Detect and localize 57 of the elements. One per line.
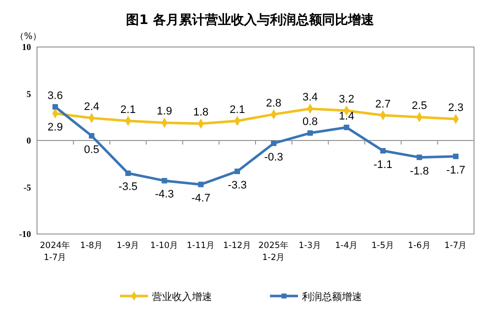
x-tick-label: 2024年 1-7月 (40, 240, 71, 263)
point (270, 140, 276, 146)
data-label: 3.6 (48, 90, 63, 102)
x-tick-label: 1-4月 (335, 241, 358, 251)
point (88, 133, 94, 139)
legend-label: 利润总额增速 (302, 291, 362, 303)
legend-label: 营业收入增速 (152, 291, 212, 303)
x-tick-label: 1-8月 (80, 241, 104, 251)
data-label: 2.8 (266, 97, 282, 110)
data-label: 3.2 (338, 94, 354, 106)
chart-title: 图1 各月累计营业收入与利润总额同比增速 (126, 12, 375, 28)
data-label: 0.8 (302, 116, 318, 128)
data-label: -3.3 (228, 179, 247, 192)
data-label: 1.8 (193, 106, 209, 119)
data-label: -1.7 (446, 164, 466, 176)
x-tick-label: 1-3月 (298, 241, 322, 251)
data-label: -1.1 (373, 158, 392, 171)
point (125, 170, 131, 176)
data-label: 2.1 (120, 104, 136, 116)
data-label: 3.4 (302, 92, 318, 104)
data-label: 2.3 (448, 102, 464, 114)
point (162, 178, 168, 184)
x-tick-label: 1-7月 (444, 241, 468, 251)
data-label: 0.5 (84, 144, 100, 156)
y-tick-label: 5 (26, 88, 32, 99)
y-tick-label: 0 (26, 136, 32, 146)
x-tick-label: 1-10月 (150, 241, 179, 251)
point (416, 154, 422, 160)
data-label: 2.9 (48, 121, 63, 134)
y-tick-label: -5 (24, 182, 32, 192)
data-label: -4.3 (154, 188, 174, 201)
y-tick-label: -10 (19, 229, 32, 239)
data-label: 1.9 (156, 106, 172, 118)
data-label: 2.7 (375, 98, 391, 110)
point (453, 154, 459, 160)
data-label: -1.8 (410, 165, 429, 178)
point (380, 148, 386, 154)
x-tick-label: 2025年 1-2月 (258, 240, 290, 263)
x-tick-label: 1-5月 (372, 241, 394, 251)
x-tick-label: 1-11月 (186, 241, 216, 251)
data-label: 2.5 (412, 100, 428, 112)
point (198, 182, 204, 188)
x-tick-label: 1-9月 (116, 241, 140, 251)
data-label: -3.5 (118, 181, 138, 194)
data-label: 2.1 (230, 104, 245, 116)
point (307, 130, 313, 136)
data-label: 2.4 (84, 101, 100, 114)
data-label: -4.7 (191, 192, 210, 204)
y-tick-label: 10 (22, 42, 32, 52)
x-tick-label: 1-12月 (223, 241, 252, 251)
data-label: -0.3 (264, 151, 284, 164)
data-label: 1.4 (338, 110, 354, 122)
point (234, 168, 240, 174)
point (344, 124, 350, 130)
y-axis-title: （%） (15, 32, 42, 42)
x-tick-label: 1-6月 (408, 241, 431, 251)
point (52, 104, 58, 110)
